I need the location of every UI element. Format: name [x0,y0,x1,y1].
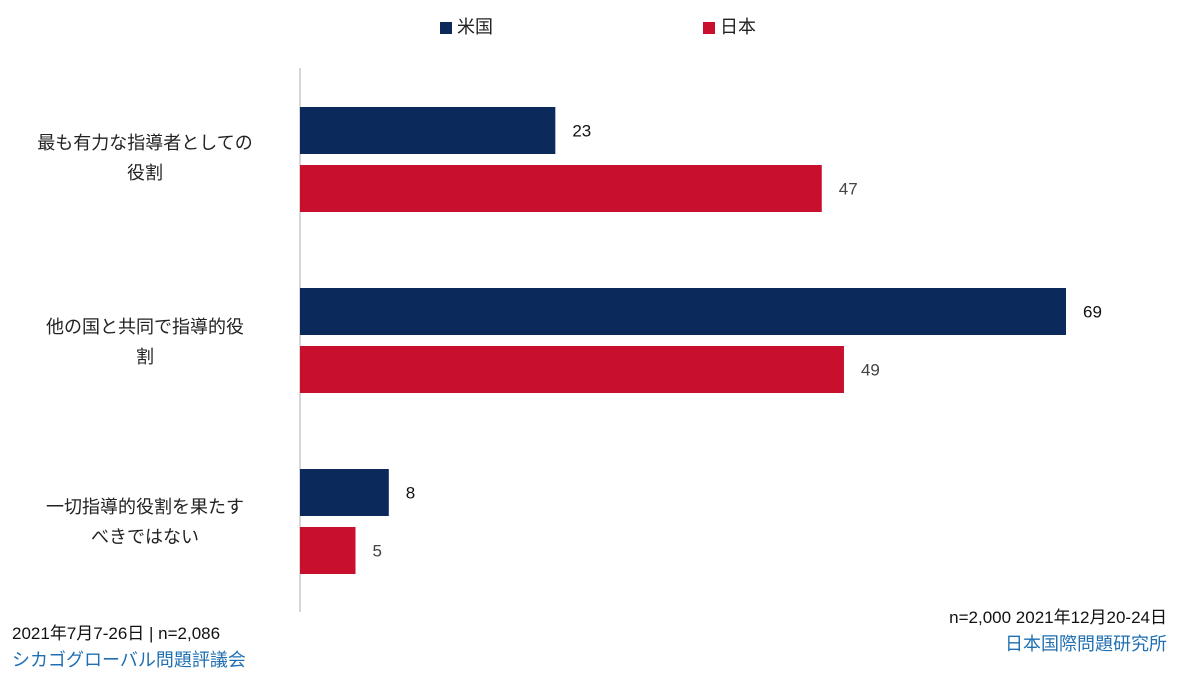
bar-jp-category-2 [300,346,844,393]
footer-left-organization: シカゴグローバル問題評議会 [12,650,246,671]
data-label-us-category-1: 23 [572,122,591,141]
category-label-1-line-2: 役割 [127,163,163,184]
legend-label-jp: 日本 [720,17,756,38]
category-label-2-line-2: 割 [136,347,154,368]
legend-item-jp: 日本 [703,14,756,42]
bar-us-category-3 [300,469,389,516]
chart-legend: 米国 日本 [0,14,1179,44]
bar-us-category-1 [300,107,556,154]
bar-jp-category-1 [300,165,822,212]
category-label-2-line-1: 他の国と共同で指導的役 [46,317,244,338]
data-label-us-category-3: 8 [406,484,415,503]
category-label-1-line-1: 最も有力な指導者としての [37,133,253,154]
footer-right: n=2,000 2021年12月20-24日 日本国際問題研究所 [949,604,1167,659]
legend-label-us: 米国 [457,17,493,38]
footer-right-organization: 日本国際問題研究所 [1005,634,1167,655]
category-label-1: 最も有力な指導者としての 役割 [14,129,276,189]
footer-right-survey-info: n=2,000 2021年12月20-24日 [949,608,1167,627]
data-label-jp-category-1: 47 [839,180,858,199]
legend-swatch-jp [703,22,715,34]
data-label-us-category-2: 69 [1083,303,1102,322]
data-label-jp-category-3: 5 [373,542,382,561]
footer-left-survey-info: 2021年7月7-26日 | n=2,086 [12,624,221,643]
legend-item-us: 米国 [440,14,493,42]
bar-us-category-2 [300,288,1066,335]
data-label-jp-category-2: 49 [861,361,880,380]
category-label-3-line-2: べきではない [91,527,199,548]
category-label-3-line-1: 一切指導的役割を果たす [46,497,244,518]
category-label-2: 他の国と共同で指導的役 割 [14,313,276,373]
legend-swatch-us [440,22,452,34]
category-label-3: 一切指導的役割を果たす べきではない [14,493,276,553]
bar-jp-category-3 [300,527,356,574]
footer-left: 2021年7月7-26日 | n=2,086 シカゴグローバル問題評議会 [12,620,246,675]
